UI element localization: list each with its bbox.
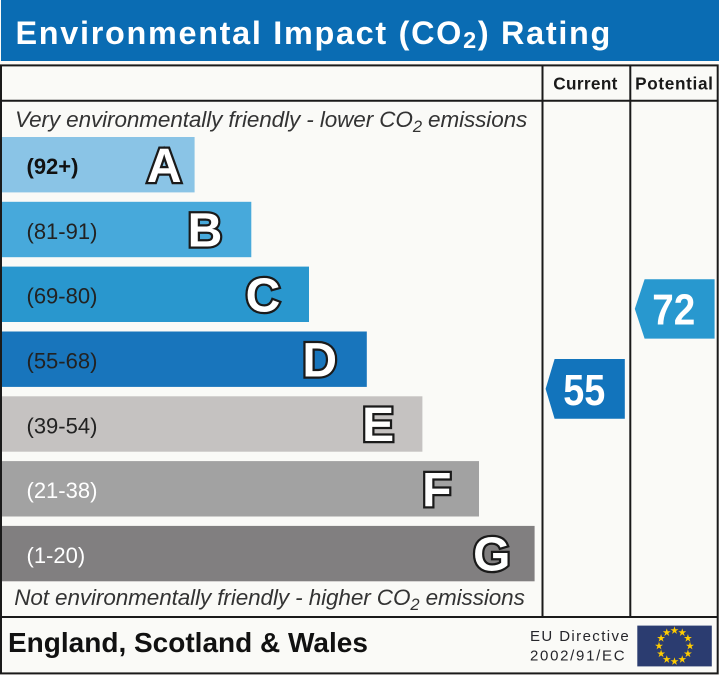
svg-text:Very environmentally friendly: Very environmentally friendly - lower CO… (15, 107, 527, 136)
svg-text:B: B (188, 205, 223, 258)
svg-text:2002/91/EC: 2002/91/EC (530, 648, 626, 665)
svg-text:(39-54): (39-54) (27, 413, 98, 438)
svg-text:55: 55 (563, 366, 605, 415)
svg-text:(21-38): (21-38) (27, 478, 98, 503)
svg-text:England, Scotland & Wales: England, Scotland & Wales (8, 627, 368, 658)
svg-text:Environmental Impact (CO2) Rat: Environmental Impact (CO2) Rating (16, 15, 613, 53)
svg-text:C: C (246, 269, 281, 322)
svg-text:Current: Current (553, 74, 618, 94)
svg-text:A: A (147, 140, 182, 193)
svg-text:G: G (473, 529, 510, 582)
svg-text:72: 72 (652, 286, 695, 335)
svg-text:F: F (422, 464, 451, 517)
svg-text:E: E (362, 399, 394, 452)
svg-text:Not environmentally friendly -: Not environmentally friendly - higher CO… (14, 585, 525, 614)
svg-text:(81-91): (81-91) (27, 219, 98, 244)
svg-text:(55-68): (55-68) (27, 349, 98, 374)
svg-text:(92+): (92+) (27, 154, 79, 179)
svg-text:D: D (302, 334, 337, 387)
svg-text:(69-80): (69-80) (27, 284, 98, 309)
svg-text:EU Directive: EU Directive (530, 628, 630, 645)
svg-text:(1-20): (1-20) (27, 543, 86, 568)
svg-text:Potential: Potential (635, 74, 713, 94)
